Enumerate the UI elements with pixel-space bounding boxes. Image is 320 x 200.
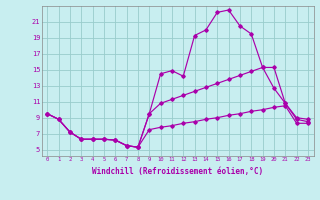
X-axis label: Windchill (Refroidissement éolien,°C): Windchill (Refroidissement éolien,°C) bbox=[92, 167, 263, 176]
